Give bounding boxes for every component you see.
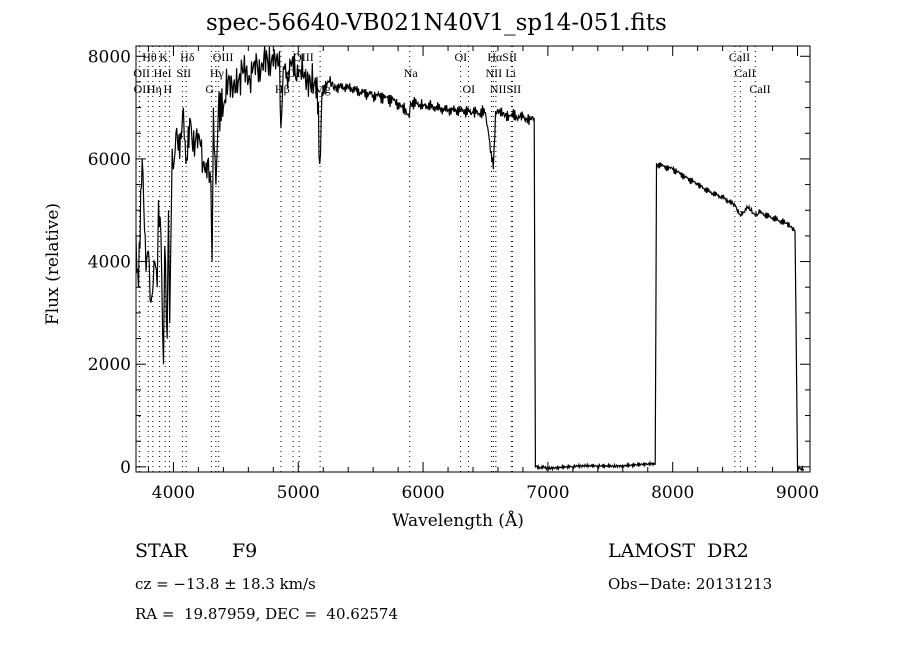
y-tick-label: 0 xyxy=(120,458,131,478)
chart-title: spec-56640-VB021N40V1_sp14-051.fits xyxy=(206,10,667,36)
x-axis-label: Wavelength (Å) xyxy=(392,511,524,531)
line-label: Hδ xyxy=(180,50,195,64)
line-label: H xyxy=(163,82,172,96)
y-tick-label: 6000 xyxy=(88,150,131,170)
spectrum-line xyxy=(135,46,805,472)
line-label: G xyxy=(205,82,214,96)
line-label: Hη xyxy=(147,82,162,96)
x-tick-label: 5000 xyxy=(277,483,320,503)
line-label: NII xyxy=(490,82,507,96)
x-tick-label: 4000 xyxy=(152,483,195,503)
line-label: HeI xyxy=(154,66,172,80)
y-tick-label: 4000 xyxy=(88,253,131,273)
survey-name: LAMOST DR2 xyxy=(608,540,749,562)
line-label: OIII xyxy=(213,50,234,64)
x-tick-label: 7000 xyxy=(526,483,569,503)
line-label: OI xyxy=(455,50,468,64)
obs-date: Obs−Date: 20131213 xyxy=(608,575,773,593)
x-tick-label: 8000 xyxy=(651,483,694,503)
line-label: OIII xyxy=(293,50,314,64)
line-label: CaII xyxy=(729,50,750,64)
line-label: OII xyxy=(133,66,150,80)
line-label: SII xyxy=(176,66,191,80)
line-label: NII xyxy=(485,66,502,80)
object-subclass: F9 xyxy=(232,540,258,562)
line-label: CaII xyxy=(734,66,755,80)
line-label: CaII xyxy=(749,82,770,96)
line-label: Hθ xyxy=(142,50,157,64)
x-tick-label: 6000 xyxy=(401,483,444,503)
line-label: Hγ xyxy=(210,66,225,80)
y-axis-label: Flux (relative) xyxy=(43,202,63,326)
line-label: K xyxy=(159,50,168,64)
line-label: Li xyxy=(505,66,516,80)
y-tick-label: 2000 xyxy=(88,355,131,375)
line-label: Na xyxy=(404,66,419,80)
line-label: HαSII xyxy=(487,50,517,64)
line-label: OII xyxy=(134,82,151,96)
object-class: STAR xyxy=(135,540,188,562)
x-tick-label: 9000 xyxy=(776,483,819,503)
coordinates: RA = 19.87959, DEC = 40.62574 xyxy=(135,605,399,623)
line-label: OI xyxy=(463,82,476,96)
y-tick-label: 8000 xyxy=(88,47,131,67)
redshift-cz: cz = −13.8 ± 18.3 km/s xyxy=(135,575,316,593)
line-label: SII xyxy=(506,82,521,96)
